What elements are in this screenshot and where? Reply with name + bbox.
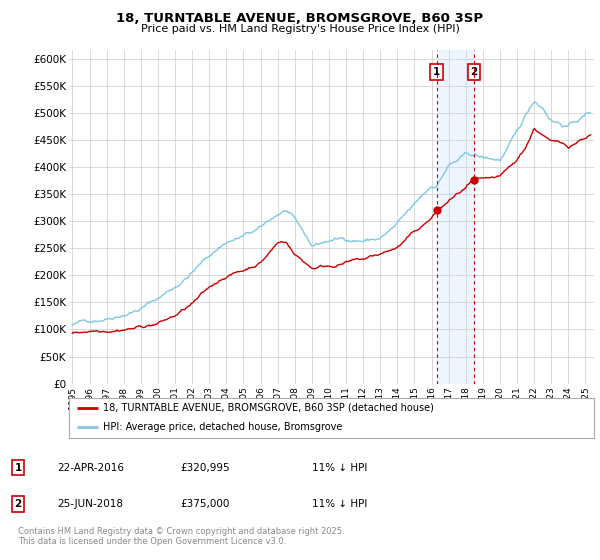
Text: 11% ↓ HPI: 11% ↓ HPI: [312, 463, 367, 473]
Text: 18, TURNTABLE AVENUE, BROMSGROVE, B60 3SP (detached house): 18, TURNTABLE AVENUE, BROMSGROVE, B60 3S…: [103, 403, 434, 413]
Text: Contains HM Land Registry data © Crown copyright and database right 2025.
This d: Contains HM Land Registry data © Crown c…: [18, 526, 344, 546]
Text: £320,995: £320,995: [180, 463, 230, 473]
Bar: [437, 50, 474, 384]
Text: £375,000: £375,000: [180, 499, 229, 509]
Text: Price paid vs. HM Land Registry's House Price Index (HPI): Price paid vs. HM Land Registry's House …: [140, 24, 460, 34]
Text: HPI: Average price, detached house, Bromsgrove: HPI: Average price, detached house, Brom…: [103, 422, 343, 432]
Text: 11% ↓ HPI: 11% ↓ HPI: [312, 499, 367, 509]
Text: 18, TURNTABLE AVENUE, BROMSGROVE, B60 3SP: 18, TURNTABLE AVENUE, BROMSGROVE, B60 3S…: [116, 12, 484, 25]
Text: 1: 1: [433, 67, 440, 77]
Text: 2: 2: [470, 67, 478, 77]
Text: 2: 2: [14, 499, 22, 509]
Text: 22-APR-2016: 22-APR-2016: [57, 463, 124, 473]
Text: 1: 1: [14, 463, 22, 473]
Text: 25-JUN-2018: 25-JUN-2018: [57, 499, 123, 509]
